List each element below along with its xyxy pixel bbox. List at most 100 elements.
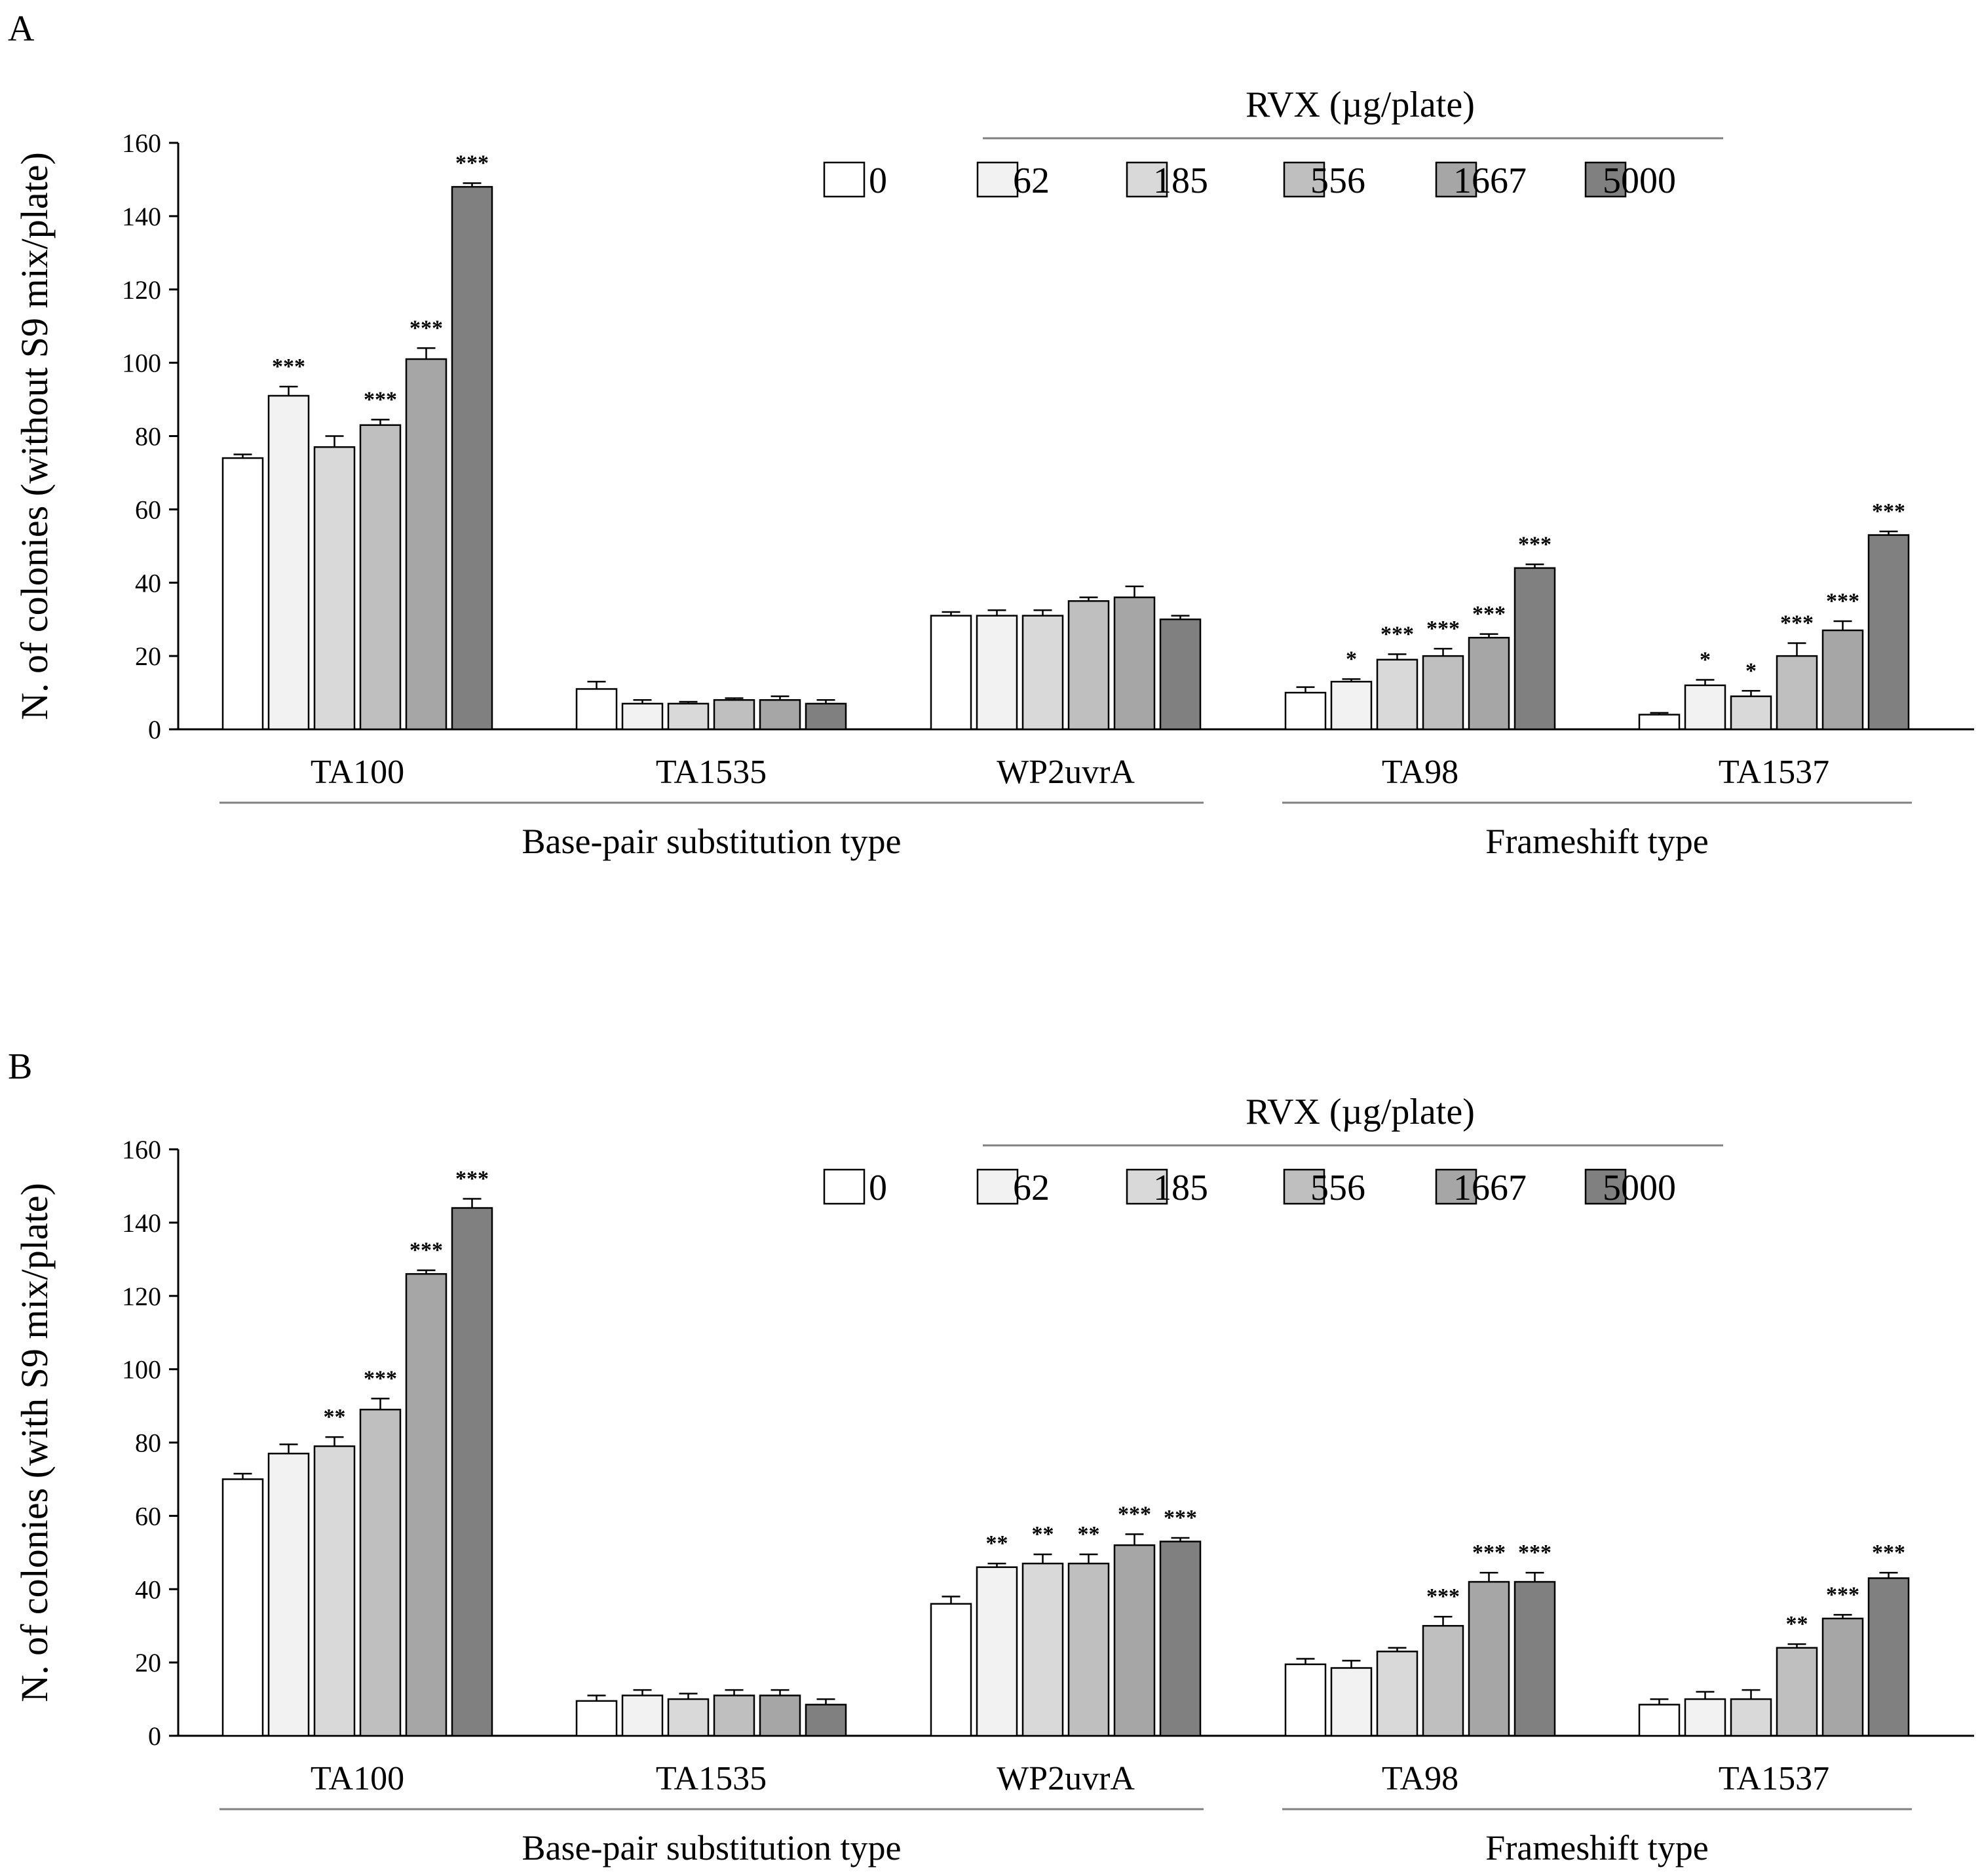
legend: RVX (µg/plate) 0 62 185 556 1667 5000 (823, 85, 1723, 201)
significance-marker: *** (1472, 602, 1506, 626)
bar (759, 699, 801, 731)
bar (1514, 567, 1556, 731)
bar (267, 394, 310, 731)
bar (1021, 1562, 1064, 1737)
bar (621, 1694, 664, 1737)
y-tick-label: 80 (135, 422, 161, 451)
bar (1330, 1667, 1373, 1737)
significance-marker: *** (364, 1366, 397, 1390)
legend-swatch (976, 1168, 1019, 1205)
significance-marker: *** (409, 1238, 443, 1263)
bar (759, 1694, 801, 1737)
y-tick-label: 60 (135, 1501, 161, 1531)
panel-A: A N. of colonies (without S9 mix/plate) 0 2… (8, 9, 1974, 861)
y-tick-label: 100 (122, 349, 161, 378)
bar (667, 702, 710, 731)
y-tick-label: 60 (135, 495, 161, 524)
significance-marker: *** (1780, 611, 1814, 636)
legend-swatch (1126, 161, 1168, 198)
y-tick-label: 80 (135, 1428, 161, 1458)
significance-marker: *** (272, 354, 305, 379)
bar (1159, 1541, 1202, 1737)
bar (1159, 618, 1202, 731)
significance-marker: * (1745, 659, 1757, 683)
bar (1821, 629, 1864, 731)
significance-marker: * (1700, 647, 1711, 672)
y-tick-label: 140 (122, 202, 161, 231)
y-tick-label: 120 (122, 275, 161, 305)
bar (575, 1700, 618, 1737)
bar (1638, 1704, 1681, 1737)
legend-label: 62 (1013, 1168, 1050, 1208)
bar (1284, 691, 1327, 731)
y-axis-label: N. of colonies (with S9 mix/plate) (13, 1183, 56, 1702)
legend-swatch (1126, 1168, 1168, 1205)
bar (575, 688, 618, 731)
legend-swatch (1283, 1168, 1325, 1205)
bar (1867, 1577, 1910, 1737)
bar (1730, 1698, 1772, 1737)
significance-marker: *** (1426, 617, 1460, 641)
y-tick-label: 160 (122, 1135, 161, 1164)
significance-marker: *** (1826, 589, 1859, 613)
bar (1730, 695, 1772, 731)
bar (805, 702, 847, 731)
bar (1684, 1698, 1726, 1737)
bar (1638, 714, 1681, 731)
significance-marker: *** (1872, 1541, 1905, 1565)
y-tick-label: 20 (135, 641, 161, 671)
bar (1514, 1580, 1556, 1737)
x-category-label: TA98 (1382, 754, 1458, 791)
y-tick-label: 40 (135, 1575, 161, 1604)
legend-label: 1667 (1453, 1168, 1527, 1208)
significance-marker: *** (455, 151, 489, 176)
significance-marker: ** (1032, 1522, 1054, 1546)
legend-swatch (1584, 1168, 1627, 1205)
significance-marker: ** (324, 1405, 346, 1429)
y-tick-label: 20 (135, 1648, 161, 1677)
legend-swatch (1283, 161, 1325, 198)
significance-marker: *** (1472, 1541, 1506, 1565)
legend-swatch (823, 1168, 866, 1205)
bar (1821, 1617, 1864, 1737)
bar (1422, 1624, 1464, 1737)
legend-label: 5000 (1603, 161, 1676, 201)
bar (1113, 1544, 1156, 1737)
y-tick-label: 0 (148, 715, 161, 744)
bar (1376, 1651, 1418, 1737)
group-label: Base-pair substitution type (522, 822, 902, 861)
significance-marker: ** (1078, 1522, 1100, 1546)
legend-label: 0 (869, 161, 887, 201)
x-category-label: TA100 (311, 1760, 404, 1797)
legend-swatch (1435, 1168, 1477, 1205)
legend-label: 0 (869, 1168, 887, 1208)
significance-marker: *** (1518, 1541, 1552, 1565)
significance-marker: *** (1872, 499, 1905, 524)
bar (1867, 534, 1910, 731)
group-label: Base-pair substitution type (522, 1828, 902, 1867)
bar (713, 699, 755, 731)
panel-letter: A (8, 9, 35, 49)
significance-marker: *** (409, 316, 443, 340)
significance-marker: *** (1118, 1502, 1151, 1526)
y-tick-label: 100 (122, 1355, 161, 1385)
bar (405, 358, 447, 731)
legend-swatch (823, 161, 866, 198)
significance-marker: *** (1518, 532, 1552, 556)
bar (313, 1445, 356, 1737)
significance-marker: *** (1826, 1582, 1859, 1607)
bar (221, 457, 264, 731)
x-category-label: TA98 (1382, 1760, 1458, 1797)
y-tick-label: 0 (148, 1721, 161, 1751)
bar (930, 615, 972, 731)
bar (1684, 684, 1726, 731)
legend-title: RVX (µg/plate) (1246, 85, 1475, 125)
bar (1284, 1663, 1327, 1737)
significance-marker: ** (986, 1531, 1008, 1556)
x-category-label: TA1537 (1719, 754, 1829, 791)
x-category-label: TA1535 (656, 1760, 767, 1797)
y-tick-label: 140 (122, 1208, 161, 1238)
bar (267, 1453, 310, 1737)
significance-marker: *** (455, 1167, 489, 1191)
